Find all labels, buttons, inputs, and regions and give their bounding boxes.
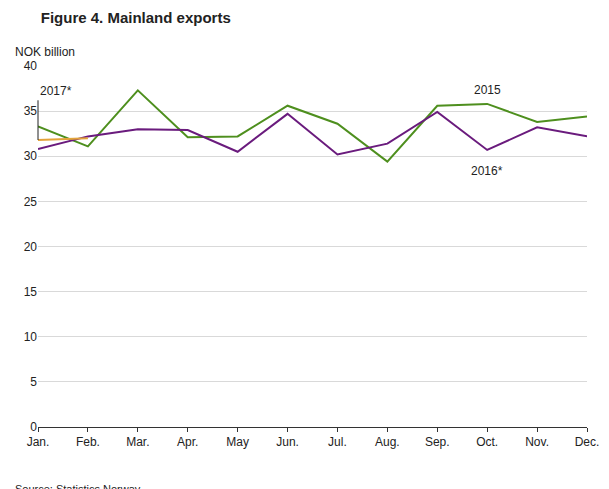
svg-text:5: 5 — [30, 375, 37, 389]
svg-text:35: 35 — [24, 104, 38, 118]
svg-text:0: 0 — [30, 420, 37, 434]
svg-text:10: 10 — [24, 330, 38, 344]
svg-text:Figure 4. Mainland exports: Figure 4. Mainland exports — [41, 9, 231, 26]
svg-text:30: 30 — [24, 149, 38, 163]
svg-text:Jun.: Jun. — [276, 435, 299, 449]
svg-text:Aug.: Aug. — [375, 435, 400, 449]
svg-text:Apr.: Apr. — [177, 435, 198, 449]
svg-text:15: 15 — [24, 285, 38, 299]
svg-text:Oct.: Oct. — [476, 435, 498, 449]
svg-text:2017*: 2017* — [40, 84, 72, 98]
svg-text:Feb.: Feb. — [76, 435, 100, 449]
svg-text:Jan.: Jan. — [27, 435, 50, 449]
svg-text:NOK billion: NOK billion — [15, 45, 75, 59]
svg-text:Dec.: Dec. — [575, 435, 600, 449]
svg-text:May: May — [226, 435, 249, 449]
svg-text:2016*: 2016* — [471, 164, 503, 178]
svg-text:Source: Statistics Norway.: Source: Statistics Norway. — [15, 483, 143, 489]
svg-text:25: 25 — [24, 195, 38, 209]
svg-text:Nov.: Nov. — [525, 435, 549, 449]
svg-text:Sep.: Sep. — [425, 435, 450, 449]
svg-text:40: 40 — [24, 59, 38, 73]
svg-text:Jul.: Jul. — [328, 435, 347, 449]
svg-text:2015: 2015 — [474, 83, 501, 97]
svg-text:20: 20 — [24, 240, 38, 254]
svg-text:Mar.: Mar. — [126, 435, 149, 449]
